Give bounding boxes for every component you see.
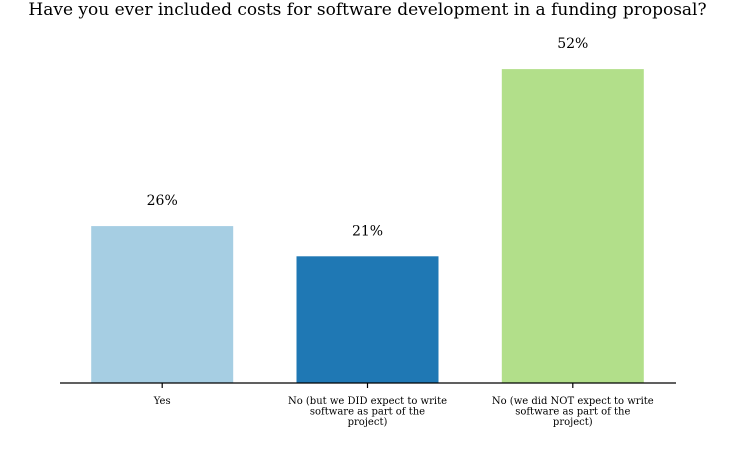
x-tick-label-line: project) — [553, 417, 593, 428]
x-tick-label-line: software as part of the — [515, 407, 630, 418]
bar-2 — [296, 256, 439, 384]
x-tick-label-line: No (but we DID expect to write — [288, 396, 447, 407]
x-tick-label-3: No (we did NOT expect to write software a… — [492, 396, 654, 428]
value-label-1: 26% — [147, 193, 178, 209]
x-tick-label-2: No (but we DID expect to write software a… — [288, 396, 447, 428]
value-label-3: 52% — [557, 36, 588, 52]
x-tick-label-line: software as part of the — [310, 407, 425, 418]
value-labels-layer: 26% 21% 52% — [147, 36, 589, 239]
x-tick-label-line: project) — [348, 417, 388, 428]
x-tick-label-1: Yes — [153, 396, 171, 407]
value-label-2: 21% — [352, 223, 383, 239]
chart-title: Have you ever included costs for softwar… — [28, 0, 707, 20]
x-tick-label-line: No (we did NOT expect to write — [492, 396, 654, 407]
x-tick-label-line: Yes — [153, 396, 171, 407]
bar-1 — [91, 226, 234, 383]
bars-layer — [91, 69, 644, 384]
x-ticks-layer: Yes No (but we DID expect to write softwar… — [153, 383, 654, 428]
bar-3 — [501, 69, 644, 383]
